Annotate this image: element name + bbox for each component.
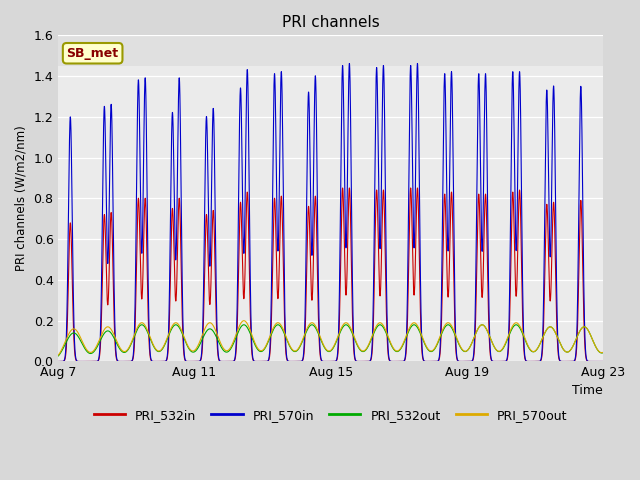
Title: PRI channels: PRI channels [282, 15, 380, 30]
Text: Time: Time [572, 384, 603, 397]
Y-axis label: PRI channels (W/m2/nm): PRI channels (W/m2/nm) [15, 126, 28, 271]
Bar [58, 36, 603, 66]
Text: SB_met: SB_met [67, 47, 118, 60]
Legend: PRI_532in, PRI_570in, PRI_532out, PRI_570out: PRI_532in, PRI_570in, PRI_532out, PRI_57… [89, 404, 572, 427]
